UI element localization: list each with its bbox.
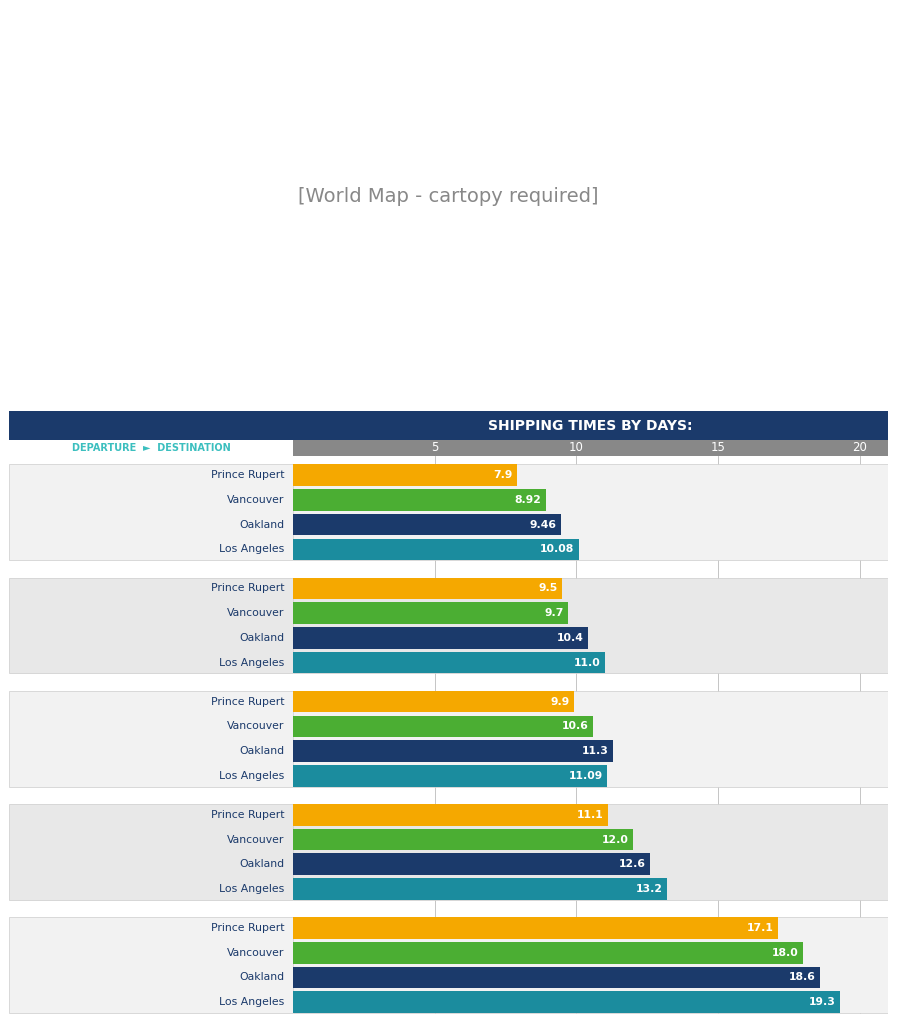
- Text: Prince Rupert: Prince Rupert: [211, 810, 284, 820]
- Text: 11.09: 11.09: [569, 771, 603, 781]
- Text: 9.46: 9.46: [530, 520, 557, 529]
- Bar: [9, 578, 293, 674]
- Bar: [293, 942, 803, 964]
- Bar: [293, 765, 607, 786]
- Bar: [293, 879, 667, 900]
- Bar: [293, 602, 568, 624]
- Bar: [293, 804, 607, 825]
- Bar: [293, 578, 562, 599]
- Bar: [293, 412, 888, 440]
- Text: 20: 20: [852, 441, 867, 455]
- Bar: [293, 828, 633, 850]
- Text: Oakland: Oakland: [239, 746, 284, 756]
- Text: Los Angeles: Los Angeles: [219, 997, 284, 1008]
- Bar: [293, 465, 888, 560]
- Bar: [293, 691, 888, 786]
- Bar: [293, 991, 840, 1013]
- Bar: [293, 804, 888, 900]
- Text: 18.0: 18.0: [772, 948, 798, 957]
- Text: 10.4: 10.4: [556, 633, 583, 643]
- Text: Oakland: Oakland: [239, 633, 284, 643]
- Text: 11.0: 11.0: [574, 657, 600, 668]
- Text: 7.9: 7.9: [493, 470, 512, 480]
- Text: 12.6: 12.6: [619, 859, 646, 869]
- Text: DEPARTURE  ►  DESTINATION: DEPARTURE ► DESTINATION: [72, 442, 231, 453]
- Text: Vancouver: Vancouver: [227, 835, 284, 845]
- Bar: [293, 740, 614, 762]
- Text: Prince Rupert: Prince Rupert: [211, 696, 284, 707]
- Text: 18.6: 18.6: [788, 973, 815, 982]
- Bar: [293, 853, 650, 876]
- Text: 8.92: 8.92: [515, 495, 542, 505]
- Bar: [293, 918, 888, 1013]
- Bar: [293, 514, 561, 536]
- Bar: [293, 716, 593, 737]
- Text: 19.3: 19.3: [809, 997, 836, 1008]
- Text: 9.5: 9.5: [539, 584, 558, 594]
- Text: Prince Rupert: Prince Rupert: [211, 584, 284, 594]
- Bar: [293, 539, 579, 560]
- Bar: [293, 578, 888, 674]
- Text: [World Map - cartopy required]: [World Map - cartopy required]: [298, 186, 599, 206]
- Text: 5: 5: [431, 441, 439, 455]
- Text: Prince Rupert: Prince Rupert: [211, 470, 284, 480]
- Bar: [293, 691, 573, 713]
- Text: Los Angeles: Los Angeles: [219, 657, 284, 668]
- Text: 15: 15: [710, 441, 726, 455]
- Text: 12.0: 12.0: [602, 835, 629, 845]
- Text: 9.9: 9.9: [550, 696, 570, 707]
- Bar: [9, 918, 293, 1013]
- Text: Los Angeles: Los Angeles: [219, 545, 284, 554]
- Bar: [9, 465, 293, 560]
- Text: SHIPPING TIMES BY DAYS:: SHIPPING TIMES BY DAYS:: [488, 419, 692, 432]
- Text: 10.6: 10.6: [562, 721, 589, 731]
- Text: Oakland: Oakland: [239, 973, 284, 982]
- Bar: [9, 412, 293, 440]
- Text: 9.7: 9.7: [544, 608, 563, 618]
- Text: 11.3: 11.3: [582, 746, 609, 756]
- Bar: [293, 465, 517, 486]
- Text: Oakland: Oakland: [239, 859, 284, 869]
- Bar: [293, 918, 778, 939]
- Bar: [293, 489, 545, 511]
- Bar: [9, 804, 293, 900]
- Bar: [9, 440, 293, 456]
- Bar: [293, 627, 588, 648]
- Text: 17.1: 17.1: [746, 923, 773, 933]
- Bar: [293, 652, 605, 674]
- Bar: [293, 967, 820, 988]
- Text: Oakland: Oakland: [239, 520, 284, 529]
- Text: Los Angeles: Los Angeles: [219, 884, 284, 894]
- Text: 10: 10: [569, 441, 584, 455]
- Text: Los Angeles: Los Angeles: [219, 771, 284, 781]
- Text: Prince Rupert: Prince Rupert: [211, 923, 284, 933]
- Text: Vancouver: Vancouver: [227, 721, 284, 731]
- Bar: [293, 440, 888, 456]
- Text: Vancouver: Vancouver: [227, 948, 284, 957]
- Text: 11.1: 11.1: [577, 810, 604, 820]
- Text: Vancouver: Vancouver: [227, 495, 284, 505]
- Text: 13.2: 13.2: [636, 884, 663, 894]
- Bar: [9, 691, 293, 786]
- Text: 10.08: 10.08: [540, 545, 574, 554]
- Text: Vancouver: Vancouver: [227, 608, 284, 618]
